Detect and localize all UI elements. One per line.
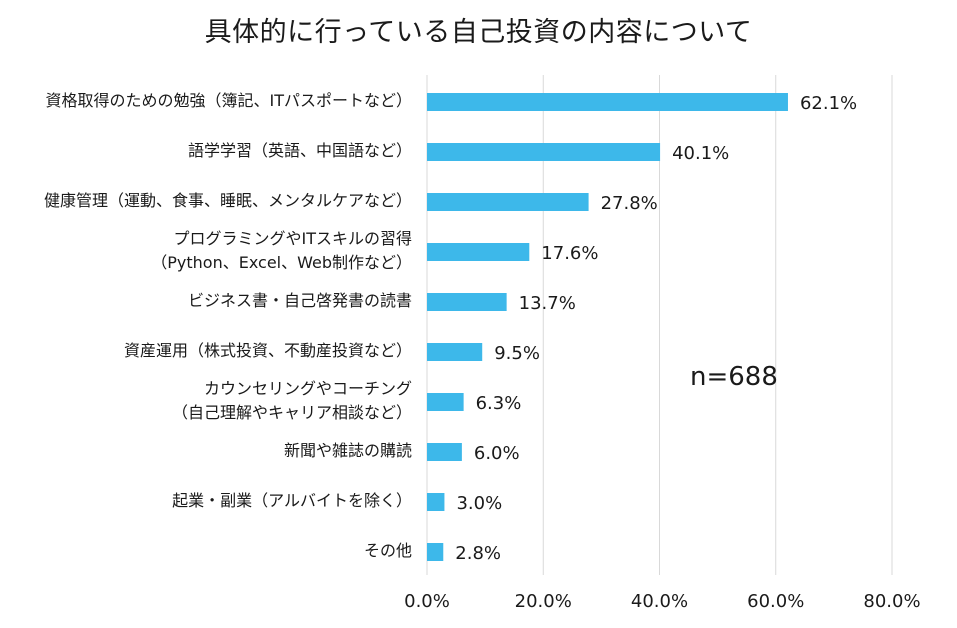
- bar-8: [427, 443, 462, 461]
- category-label-line: 資格取得のための勉強（簿記、ITパスポートなど）: [45, 91, 413, 110]
- x-tick-label: 40.0%: [631, 591, 688, 612]
- category-label-8: 新聞や雑誌の購読: [284, 439, 412, 463]
- value-label-7: 6.3%: [476, 393, 522, 414]
- x-tick-label: 0.0%: [404, 591, 450, 612]
- value-label-5: 13.7%: [519, 293, 576, 314]
- category-label-line: カウンセリングやコーチング: [203, 379, 412, 398]
- value-label-9: 3.0%: [456, 493, 502, 514]
- x-tick-label: 80.0%: [863, 591, 920, 612]
- value-label-3: 27.8%: [601, 193, 658, 214]
- sample-size-label: n=688: [690, 362, 778, 392]
- category-label-1: 資格取得のための勉強（簿記、ITパスポートなど）: [46, 89, 413, 113]
- bar-2: [427, 143, 661, 161]
- value-label-4: 17.6%: [541, 243, 598, 264]
- x-tick-label: 60.0%: [747, 591, 804, 612]
- category-label-line: 起業・副業（アルバイトを除く）: [172, 491, 412, 510]
- value-label-10: 2.8%: [455, 543, 501, 564]
- category-label-line: 健康管理（運動、食事、睡眠、メンタルケアなど）: [43, 191, 412, 210]
- bar-1: [427, 93, 788, 111]
- category-label-9: 起業・副業（アルバイトを除く）: [172, 489, 412, 513]
- category-label-line: ビジネス書・自己啓発書の読書: [187, 291, 412, 310]
- x-tick-label: 20.0%: [515, 591, 572, 612]
- value-label-2: 40.1%: [672, 143, 729, 164]
- value-label-6: 9.5%: [494, 343, 540, 364]
- category-label-3: 健康管理（運動、食事、睡眠、メンタルケアなど）: [44, 189, 412, 213]
- category-label-line: プログラミングやITスキルの習得: [173, 229, 413, 248]
- bar-6: [427, 343, 483, 361]
- category-label-line: その他: [363, 541, 412, 560]
- bar-3: [427, 193, 589, 211]
- category-label-10: その他: [364, 539, 412, 563]
- bar-7: [427, 393, 464, 411]
- category-label-6: 資産運用（株式投資、不動産投資など）: [124, 339, 412, 363]
- bar-5: [427, 293, 507, 311]
- category-label-line: 資産運用（株式投資、不動産投資など）: [123, 341, 412, 360]
- bar-10: [427, 543, 444, 561]
- category-label-line: （自己理解やキャリア相談など）: [171, 403, 412, 422]
- category-label-2: 語学学習（英語、中国語など）: [188, 139, 412, 163]
- category-label-7: カウンセリングやコーチング （自己理解やキャリア相談など）: [172, 377, 412, 425]
- category-label-line: （Python、Excel、Web制作など）: [151, 253, 412, 272]
- bar-4: [427, 243, 530, 261]
- category-label-4: プログラミングやITスキルの習得 （Python、Excel、Web制作など）: [151, 227, 412, 275]
- category-label-line: 語学学習（英語、中国語など）: [187, 141, 412, 160]
- category-label-line: 新聞や雑誌の購読: [283, 441, 412, 460]
- chart-title: 具体的に行っている自己投資の内容について: [204, 17, 753, 48]
- bar-9: [427, 493, 445, 511]
- category-label-5: ビジネス書・自己啓発書の読書: [188, 289, 412, 313]
- value-label-1: 62.1%: [800, 93, 857, 114]
- value-label-8: 6.0%: [474, 443, 520, 464]
